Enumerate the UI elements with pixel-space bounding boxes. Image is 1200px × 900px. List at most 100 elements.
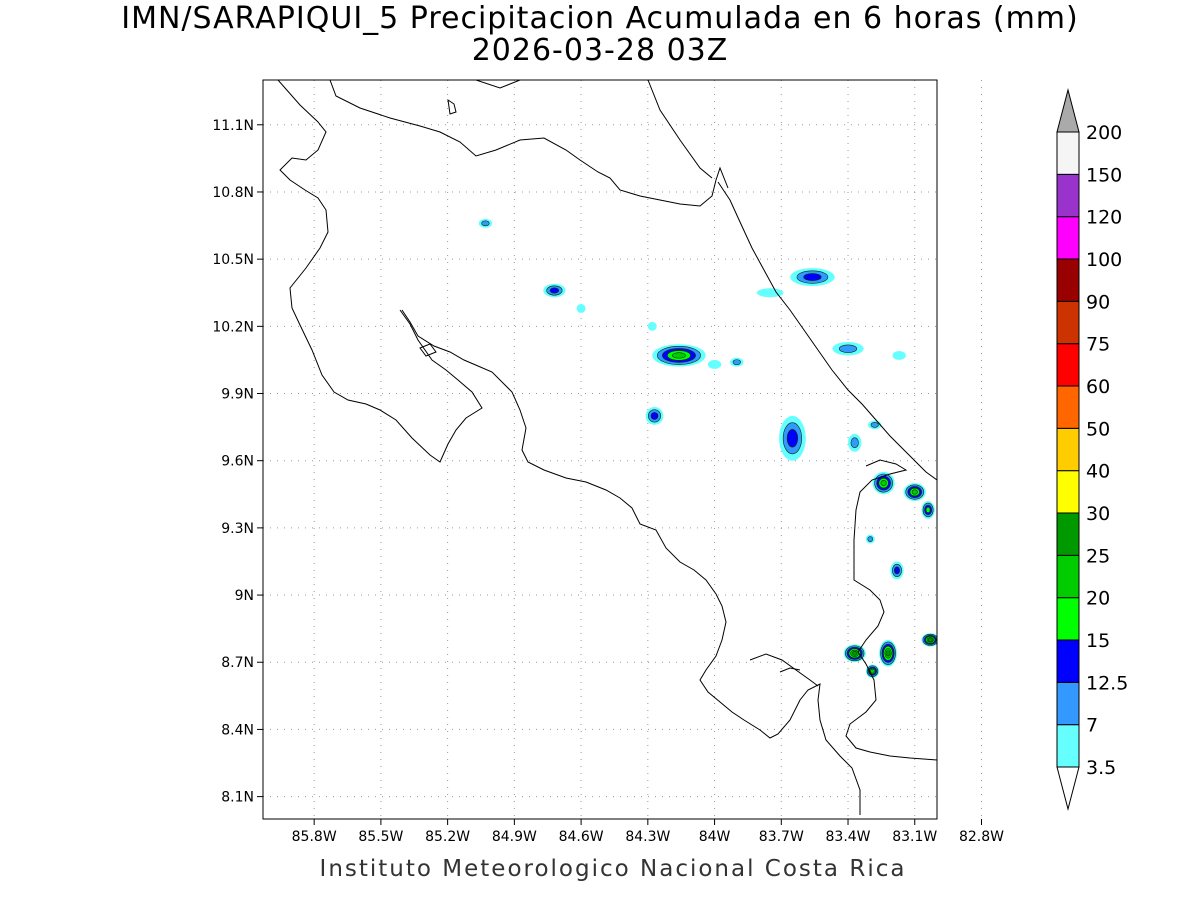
lon-tick-label: 85.8W bbox=[292, 829, 337, 845]
precip-cell-level-1 bbox=[1029, 402, 1041, 411]
precip-cell-level-0 bbox=[995, 378, 1013, 391]
precip-cell-level-0 bbox=[707, 359, 722, 369]
lat-tick-label: 10.2N bbox=[212, 319, 254, 335]
precip-cell-level-2 bbox=[803, 273, 822, 281]
colorbar-label: 12.5 bbox=[1086, 672, 1128, 694]
latitude-tick-labels: 11.1N 10.8N 10.5N 10.2N 9.9N 9.6N 9.3N 9N 8.7N 8.… bbox=[212, 118, 263, 806]
precip-cell-level-1 bbox=[867, 536, 874, 542]
precip-cell-level-3 bbox=[925, 506, 931, 513]
map-title: IMN/SARAPIQUI_5 Precipitacion Acumulada … bbox=[121, 1, 1079, 36]
precip-cell-level-0 bbox=[1008, 544, 1026, 562]
lon-tick-label: 84.3W bbox=[625, 829, 670, 845]
lon-tick-label: 83.4W bbox=[826, 829, 871, 845]
precip-cell-level-0 bbox=[950, 494, 968, 507]
colorbar-label: 75 bbox=[1086, 334, 1110, 356]
lat-tick-label: 9N bbox=[235, 588, 254, 604]
colorbar-swatch bbox=[1056, 258, 1080, 302]
colorbar-label: 40 bbox=[1086, 461, 1110, 483]
precip-cell-level-2 bbox=[786, 429, 798, 448]
colorbar-swatch bbox=[1056, 300, 1080, 345]
lon-tick-label: 83.1W bbox=[892, 829, 937, 845]
precip-cell-level-4 bbox=[1015, 550, 1019, 554]
precipitation-cells bbox=[478, 218, 1044, 678]
precip-cell-level-2 bbox=[978, 538, 985, 545]
colorbar-swatch bbox=[1056, 597, 1080, 641]
precip-cell-level-5 bbox=[928, 637, 933, 643]
lon-tick-label: 83.7W bbox=[759, 829, 804, 845]
precip-cell-level-4 bbox=[911, 489, 918, 495]
colorbar-swatch bbox=[1056, 470, 1080, 514]
precip-cell-level-4 bbox=[672, 352, 686, 359]
precip-cell-level-4 bbox=[880, 480, 887, 487]
lat-tick-label: 8.4N bbox=[221, 722, 254, 738]
colorbar-label: 3.5 bbox=[1086, 757, 1116, 779]
map-gridlines bbox=[263, 80, 982, 819]
precip-cell-level-0 bbox=[1015, 579, 1037, 592]
precip-cell-level-2 bbox=[1031, 404, 1038, 409]
colorbar-label: 30 bbox=[1086, 503, 1110, 525]
precip-cell-level-0 bbox=[975, 535, 988, 548]
precip-cell-level-0 bbox=[647, 321, 657, 331]
colorbar-swatch bbox=[1056, 554, 1080, 599]
colorbar-label: 200 bbox=[1086, 122, 1122, 144]
lon-tick-label: 84.6W bbox=[559, 829, 604, 845]
precip-cell-level-1 bbox=[976, 536, 986, 546]
precip-cell-level-1 bbox=[949, 657, 962, 667]
colorbar-legend: 3.5 7 12.5 15 20 25 30 40 50 60 75 90 100 120 150 200 bbox=[1056, 88, 1128, 811]
colorbar-label: 150 bbox=[1086, 164, 1122, 186]
map-subtitle-datetime: 2026-03-28 03Z bbox=[471, 33, 729, 68]
precip-cell-level-2 bbox=[1012, 547, 1023, 558]
precip-cell-level-0 bbox=[1026, 400, 1044, 413]
colorbar-label: 60 bbox=[1086, 376, 1110, 398]
lon-tick-label: 85.2W bbox=[425, 829, 470, 845]
lat-tick-label: 9.6N bbox=[221, 454, 254, 470]
precip-cell-level-2 bbox=[650, 412, 659, 420]
coastline-and-borders bbox=[277, 80, 937, 815]
lon-tick-label: 84.9W bbox=[492, 829, 537, 845]
map-frame bbox=[262, 79, 938, 820]
precip-cell-level-1 bbox=[870, 422, 879, 428]
precip-cell-level-4 bbox=[870, 668, 875, 674]
lat-tick-label: 11.1N bbox=[212, 118, 254, 134]
lon-tick-label: 82.8W bbox=[959, 829, 1004, 845]
precip-cell-level-1 bbox=[481, 220, 490, 227]
precip-cell-level-1 bbox=[732, 359, 741, 365]
colorbar-swatch bbox=[1056, 173, 1080, 218]
precip-cell-level-2 bbox=[953, 512, 961, 520]
colorbar-swatch bbox=[1056, 216, 1080, 260]
precip-cell-level-3 bbox=[954, 514, 960, 520]
precip-cell-level-0 bbox=[892, 350, 906, 360]
precip-cell-level-0 bbox=[756, 288, 784, 298]
precip-cell-level-5 bbox=[852, 650, 858, 656]
longitude-tick-labels: 85.8W 85.5W 85.2W 84.9W 84.6W 84.3W 84W 83.7W 83… bbox=[292, 819, 1004, 845]
colorbar-swatch bbox=[1056, 639, 1080, 683]
colorbar-swatch bbox=[1056, 724, 1080, 768]
precip-cell-level-5 bbox=[885, 650, 891, 657]
lon-tick-label: 84W bbox=[699, 829, 731, 845]
colorbar-swatch bbox=[1056, 385, 1080, 429]
colorbar-label: 15 bbox=[1086, 630, 1110, 652]
lon-tick-label: 85.5W bbox=[358, 829, 403, 845]
colorbar-label: 25 bbox=[1086, 545, 1110, 567]
colorbar-upper-triangle bbox=[1056, 88, 1080, 133]
colorbar-swatch bbox=[1056, 512, 1080, 556]
colorbar-label: 90 bbox=[1086, 291, 1110, 313]
precip-cell-level-3 bbox=[1013, 549, 1021, 557]
colorbar-swatch bbox=[1056, 681, 1080, 726]
lat-tick-label: 9.3N bbox=[221, 521, 254, 537]
precip-cell-level-2 bbox=[549, 287, 560, 294]
precip-cell-level-2 bbox=[894, 566, 900, 575]
lat-tick-label: 9.9N bbox=[221, 387, 254, 403]
lat-tick-label: 8.1N bbox=[221, 790, 254, 806]
colorbar-swatch bbox=[1056, 343, 1080, 387]
colorbar-lower-triangle bbox=[1056, 766, 1080, 811]
precip-cell-level-1 bbox=[1010, 545, 1024, 560]
lat-tick-label: 8.7N bbox=[221, 655, 254, 671]
precip-cell-level-1 bbox=[999, 381, 1009, 389]
colorbar-label: 120 bbox=[1086, 207, 1122, 229]
precip-cell-level-0 bbox=[944, 653, 966, 671]
colorbar-swatch bbox=[1056, 427, 1080, 472]
lat-tick-label: 10.8N bbox=[212, 185, 254, 201]
footer-credit: Instituto Meteorologico Nacional Costa R… bbox=[319, 856, 907, 882]
